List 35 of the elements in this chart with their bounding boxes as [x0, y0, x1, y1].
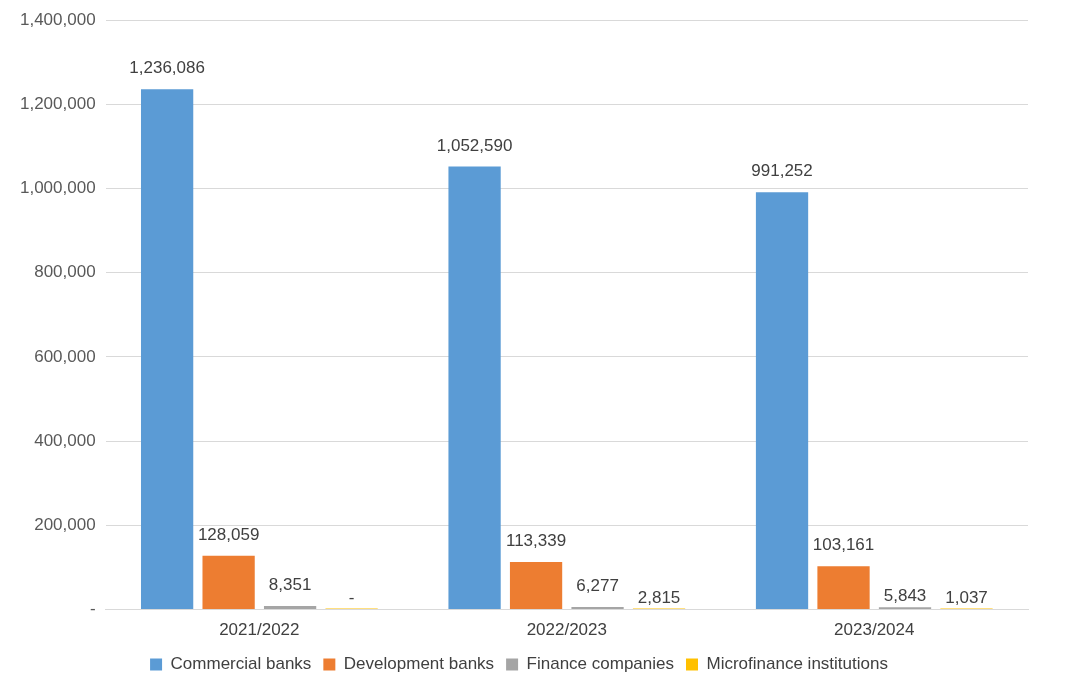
data-label: - — [348, 587, 355, 607]
legend-label: Development banks — [343, 654, 495, 674]
bar — [448, 166, 501, 610]
y-tick-label: 1,200,000 — [19, 94, 96, 114]
data-label: 1,236,086 — [129, 58, 205, 78]
data-label: 6,277 — [576, 576, 619, 596]
y-tick-label: 1,000,000 — [19, 178, 96, 198]
x-tick-label: 2021/2022 — [219, 620, 300, 640]
bar — [263, 606, 317, 610]
bar — [202, 555, 255, 610]
y-tick-label: 200,000 — [34, 515, 96, 535]
data-label: 1,052,590 — [436, 135, 513, 155]
data-label: 128,059 — [197, 524, 260, 544]
y-tick-label: - — [89, 599, 96, 619]
legend-label: Microfinance institutions — [706, 654, 888, 674]
y-tick-label: 400,000 — [34, 430, 96, 450]
data-label: 8,351 — [268, 575, 312, 595]
y-tick-label: 800,000 — [34, 262, 96, 282]
legend-label: Finance companies — [526, 654, 675, 674]
data-label: 2,815 — [637, 587, 681, 607]
bar — [817, 566, 870, 610]
y-tick-label: 600,000 — [34, 346, 96, 366]
data-label: 103,161 — [812, 535, 875, 555]
bar — [571, 606, 624, 610]
bar — [755, 192, 809, 610]
data-label: 5,843 — [883, 586, 927, 606]
x-tick-label: 2023/2024 — [834, 620, 915, 640]
data-label: 113,339 — [505, 531, 567, 551]
bar — [140, 89, 194, 610]
bar — [509, 561, 563, 610]
data-label: 1,037 — [945, 587, 988, 607]
y-tick-label: 1,400,000 — [19, 9, 96, 29]
data-label: 991,252 — [751, 161, 813, 181]
x-tick-label: 2022/2023 — [526, 620, 607, 640]
legend-label: Commercial banks — [170, 654, 312, 674]
